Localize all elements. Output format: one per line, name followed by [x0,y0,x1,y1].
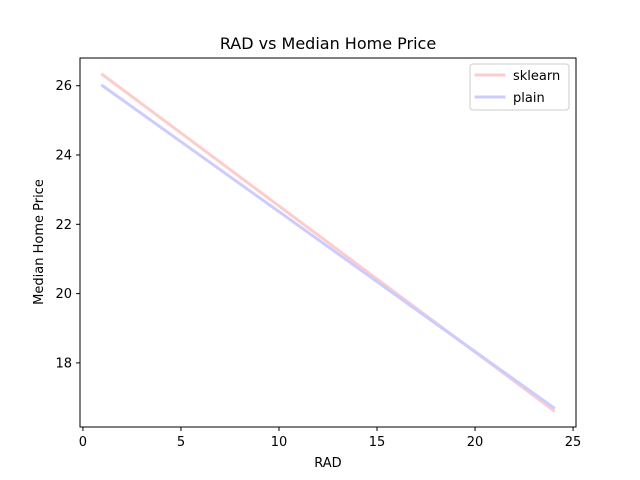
plot-area [79,57,577,428]
plot-frame [79,57,577,428]
y-axis: 18 20 22 24 26 [55,79,80,371]
y-axis-label: Median Home Price [32,179,47,305]
series-line-plain [100,83,556,410]
x-axis: 0 5 10 15 20 25 [79,427,582,450]
y-tick-label: 22 [55,218,72,233]
y-tick-label: 20 [55,287,72,302]
x-tick-label: 10 [271,435,288,450]
x-tick-label: 0 [79,435,87,450]
y-tick-label: 24 [55,149,72,164]
y-tick-label: 18 [55,356,72,371]
series-layer [100,72,556,413]
x-tick-label: 20 [467,435,484,450]
y-tick-label: 26 [55,79,72,94]
x-tick-label: 15 [369,435,386,450]
legend-label-plain: plain [513,91,545,106]
legend-label-sklearn: sklearn [513,69,560,84]
legend: sklearn plain [469,63,570,111]
x-axis-label: RAD [314,456,341,471]
x-tick-label: 5 [177,435,185,450]
x-tick-label: 25 [565,435,582,450]
chart-title: RAD vs Median Home Price [220,34,436,53]
